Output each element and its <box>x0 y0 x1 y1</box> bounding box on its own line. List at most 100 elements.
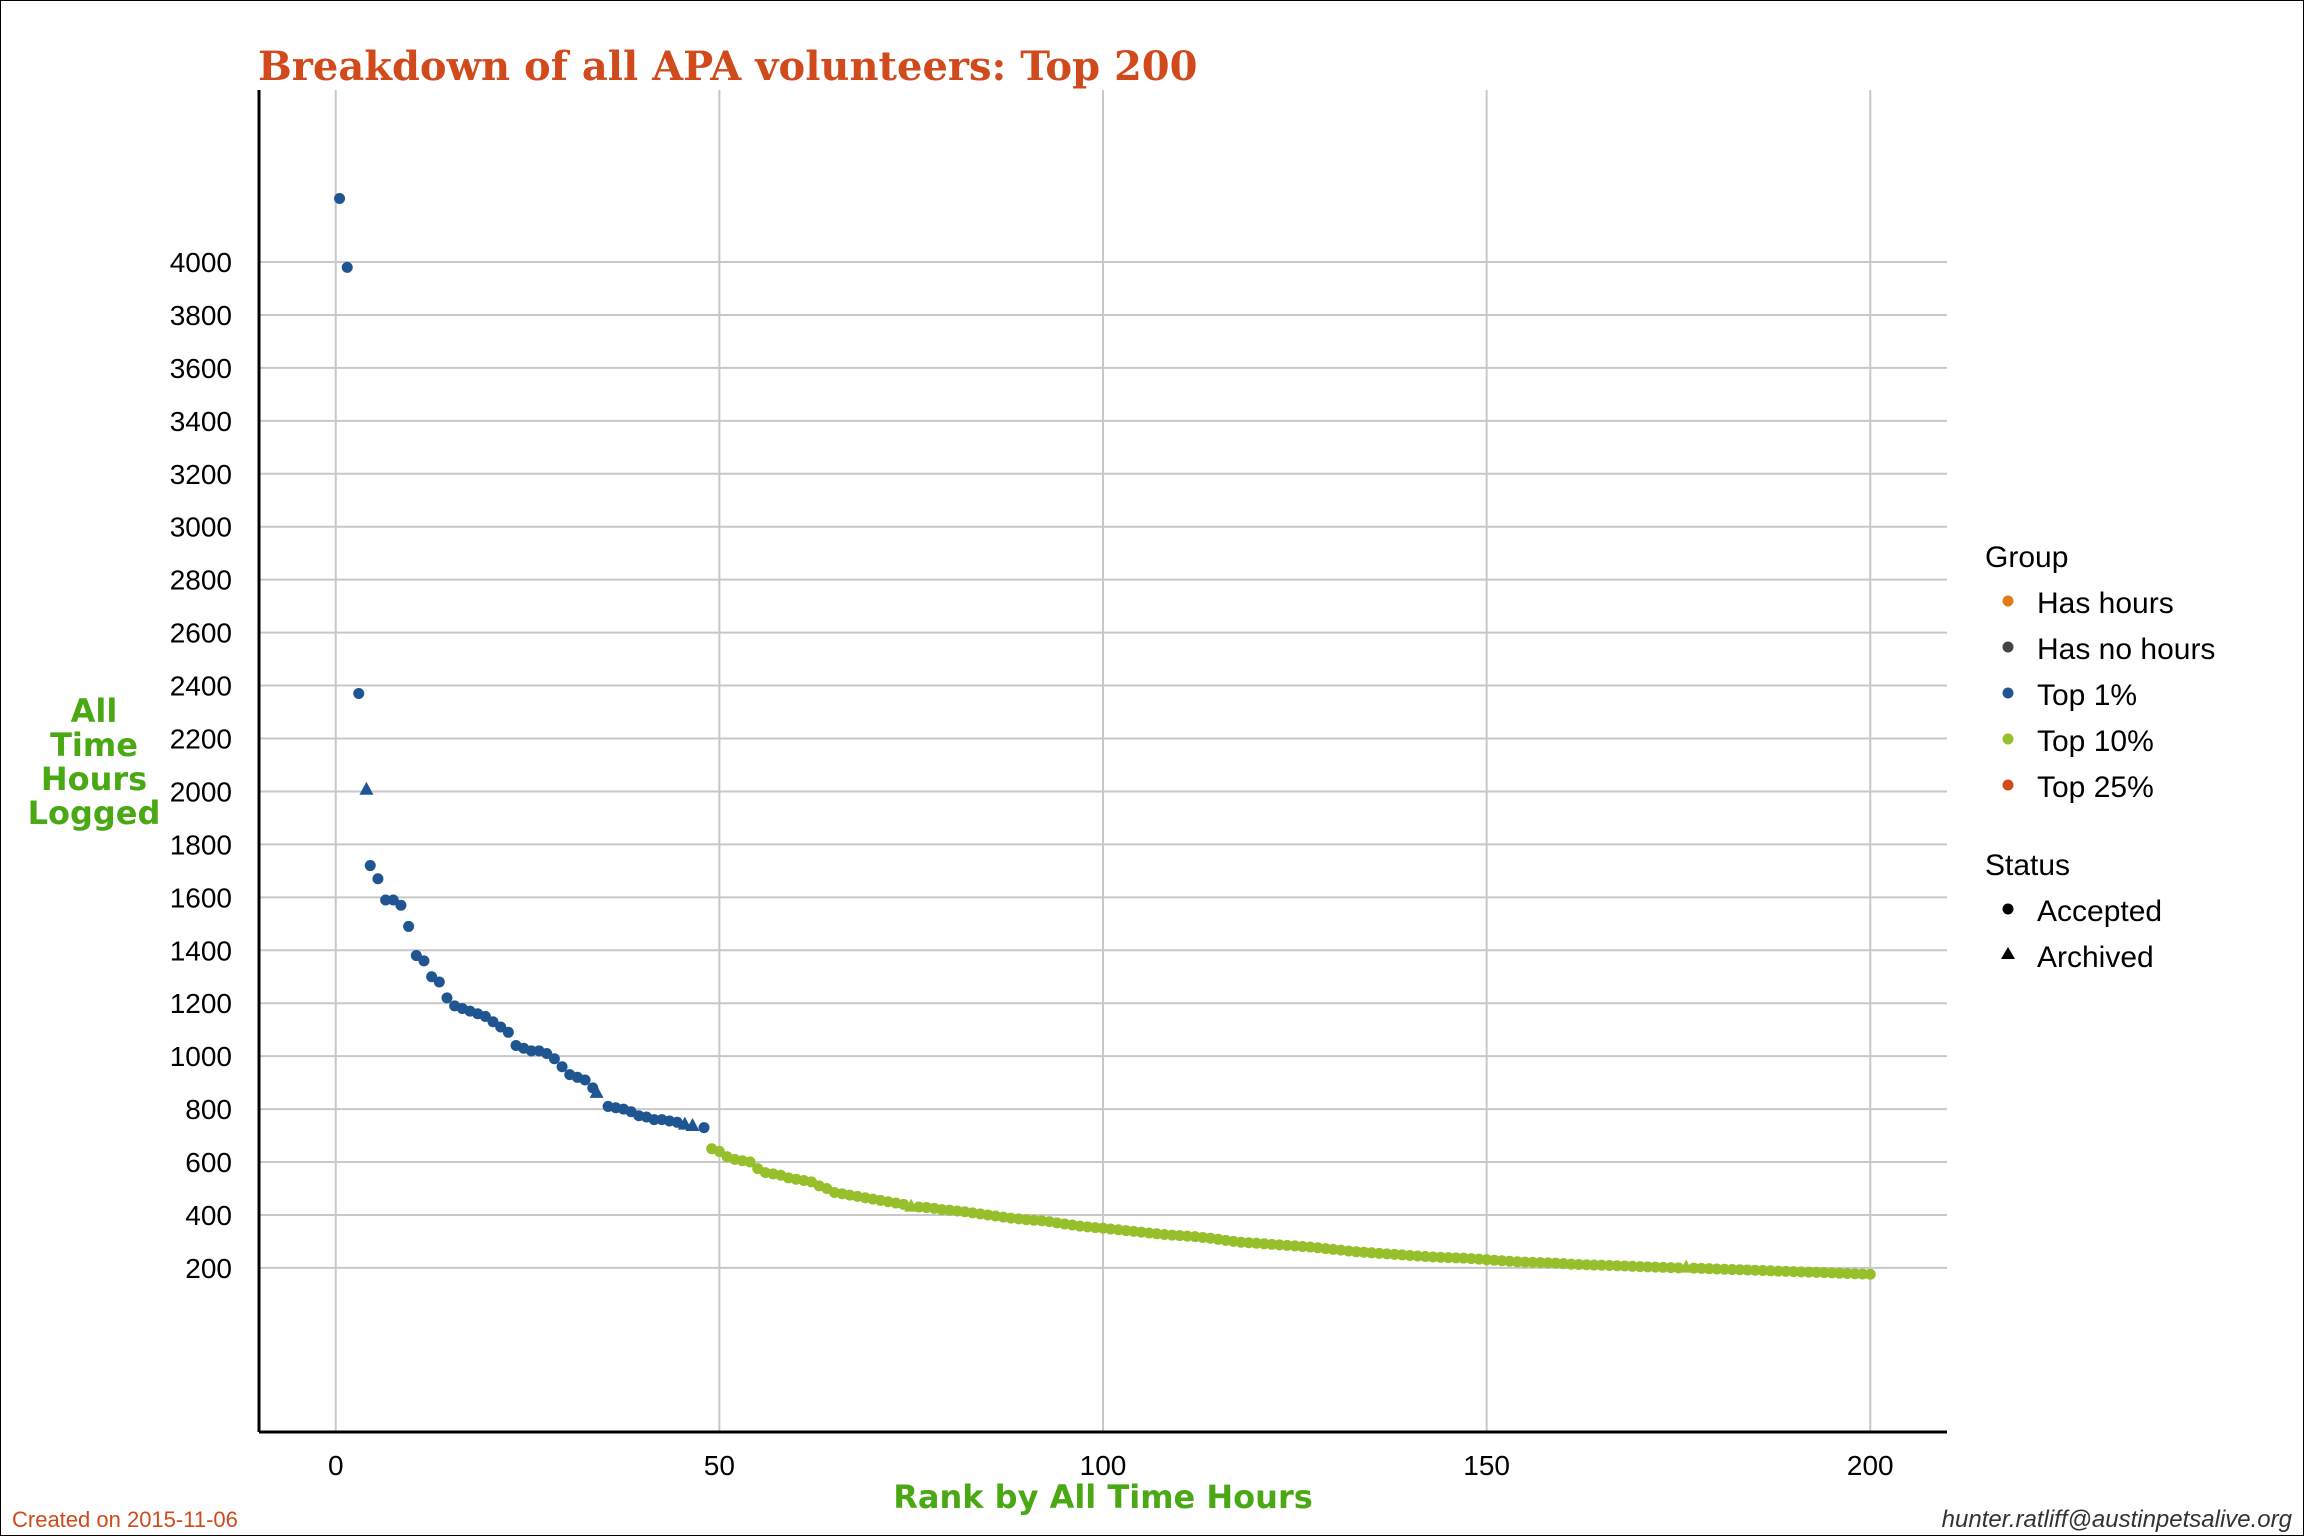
y-axis-title-line-1: All <box>71 692 118 730</box>
data-point-top-10 <box>1695 1262 1707 1274</box>
data-point-top-10 <box>1734 1264 1746 1276</box>
legend-status-title: Status <box>1985 849 2070 882</box>
x-tick-label: 200 <box>1847 1450 1894 1481</box>
x-tick-label: 0 <box>328 1450 344 1481</box>
data-point-top-10 <box>1688 1262 1700 1274</box>
data-point-top-1 <box>487 1016 499 1028</box>
data-point-top-1 <box>479 1010 491 1022</box>
data-point-top-10 <box>1511 1256 1523 1268</box>
data-points <box>334 193 1876 1280</box>
data-point-top-10 <box>1657 1261 1669 1273</box>
data-point-top-10 <box>1565 1258 1577 1270</box>
data-point-top-10 <box>1849 1268 1861 1280</box>
y-tick-label: 3400 <box>170 406 232 437</box>
y-tick-label: 3600 <box>170 353 232 384</box>
legend: Group Has hours Has no hours Top 1% Top … <box>1985 541 2215 974</box>
legend-has-hours-label: Has hours <box>2037 587 2174 620</box>
data-point-top-10 <box>713 1145 725 1157</box>
y-tick-label: 1600 <box>170 882 232 913</box>
data-point-top-1 <box>433 976 445 988</box>
legend-top-25-marker <box>2002 779 2014 791</box>
legend-accepted-marker <box>2002 903 2014 915</box>
x-tick-label: 150 <box>1463 1450 1510 1481</box>
y-tick-label: 1200 <box>170 988 232 1019</box>
y-axis-title-line-4: Logged <box>28 794 161 832</box>
x-tick-label: 50 <box>704 1450 735 1481</box>
data-point-top-10 <box>1834 1267 1846 1279</box>
data-point-top-10 <box>1826 1267 1838 1279</box>
data-point-top-10 <box>1596 1259 1608 1271</box>
data-point-top-10 <box>1703 1263 1715 1275</box>
legend-archived-marker <box>2001 947 2015 959</box>
data-point-top-10 <box>1427 1251 1439 1263</box>
data-point-top-1 <box>341 261 353 273</box>
data-point-top-1 <box>698 1122 710 1134</box>
data-point-top-10 <box>1435 1251 1447 1263</box>
data-point-top-1 <box>648 1114 660 1126</box>
y-tick-label: 600 <box>185 1147 232 1178</box>
data-point-top-10 <box>1442 1252 1454 1264</box>
y-tick-label: 4000 <box>170 247 232 278</box>
legend-has-hours-marker <box>2002 595 2014 607</box>
legend-top-10-marker <box>2002 733 2014 745</box>
data-point-top-10 <box>1765 1265 1777 1277</box>
y-tick-label: 3200 <box>170 459 232 490</box>
data-point-top-1 <box>403 920 415 932</box>
data-point-top-1 <box>502 1026 514 1038</box>
data-point-top-1 <box>418 955 430 967</box>
y-tick-label: 2800 <box>170 565 232 596</box>
y-tick-label: 1800 <box>170 829 232 860</box>
legend-archived-label: Archived <box>2037 941 2154 974</box>
data-point-top-10 <box>1711 1263 1723 1275</box>
data-point-top-10 <box>1757 1265 1769 1277</box>
legend-top-25-label: Top 25% <box>2037 771 2154 804</box>
data-point-top-10 <box>1626 1260 1638 1272</box>
legend-has-no-hours-marker <box>2002 641 2014 653</box>
x-tick-label: 100 <box>1080 1450 1127 1481</box>
data-point-top-10 <box>1573 1258 1585 1270</box>
data-point-top-10 <box>1857 1268 1869 1280</box>
data-point-top-1 <box>334 193 346 205</box>
data-point-top-10 <box>1726 1263 1738 1275</box>
data-point-top-1 <box>387 894 399 906</box>
legend-top-1-label: Top 1% <box>2037 679 2137 712</box>
data-point-top-1 <box>372 873 384 885</box>
data-point-top-10 <box>1718 1263 1730 1275</box>
data-point-top-1-archived <box>589 1084 604 1098</box>
data-point-top-10 <box>1634 1261 1646 1273</box>
data-point-top-1 <box>541 1047 553 1059</box>
legend-top-1-marker <box>2002 687 2014 699</box>
y-tick-label: 2400 <box>170 671 232 702</box>
data-point-top-10 <box>1642 1261 1654 1273</box>
legend-has-no-hours-label: Has no hours <box>2037 633 2215 666</box>
y-axis-title-line-2: Time <box>50 726 138 764</box>
data-point-top-10 <box>1818 1267 1830 1279</box>
data-point-top-10 <box>1780 1265 1792 1277</box>
data-point-top-1 <box>353 688 365 700</box>
data-point-top-1 <box>579 1074 591 1086</box>
y-tick-label: 2600 <box>170 618 232 649</box>
y-tick-label: 800 <box>185 1094 232 1125</box>
data-point-top-10 <box>744 1156 756 1168</box>
data-point-top-10 <box>1772 1265 1784 1277</box>
created-date: Created on 2015-11-06 <box>12 1507 238 1532</box>
data-point-top-10 <box>1864 1268 1876 1280</box>
data-point-top-10 <box>1649 1261 1661 1273</box>
legend-group-title: Group <box>1985 541 2068 574</box>
chart-title: Breakdown of all APA volunteers: Top 200 <box>258 43 1197 90</box>
data-point-top-10 <box>1527 1256 1539 1268</box>
data-point-top-10 <box>1742 1264 1754 1276</box>
y-tick-label: 400 <box>185 1200 232 1231</box>
y-tick-labels: 200 400 600 800 1000 1200 1400 1600 1800 2000 2200… <box>170 247 232 1284</box>
y-axis-title-line-3: Hours <box>41 760 147 798</box>
data-point-top-1 <box>525 1045 537 1057</box>
data-point-top-1 <box>548 1053 560 1065</box>
legend-accepted-label: Accepted <box>2037 895 2162 928</box>
data-point-top-1-archived <box>359 781 374 795</box>
data-point-top-10 <box>898 1198 910 1210</box>
x-tick-labels: 0 50 100 150 200 <box>328 1450 1894 1481</box>
data-point-top-10 <box>1841 1267 1853 1279</box>
data-point-top-1-archived <box>685 1117 700 1131</box>
data-point-top-10 <box>1811 1266 1823 1278</box>
